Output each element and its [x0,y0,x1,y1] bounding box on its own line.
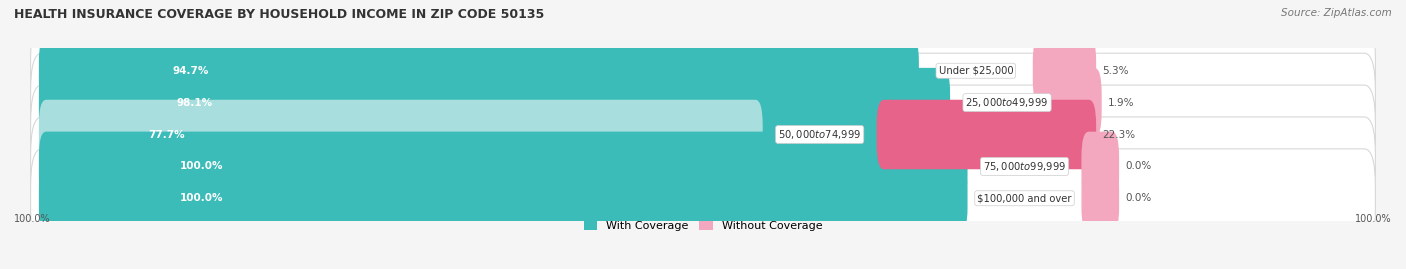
Text: 0.0%: 0.0% [1126,193,1152,203]
FancyBboxPatch shape [1033,36,1097,105]
Text: 0.0%: 0.0% [1126,161,1152,171]
Text: $50,000 to $74,999: $50,000 to $74,999 [778,128,862,141]
FancyBboxPatch shape [39,132,967,201]
Text: HEALTH INSURANCE COVERAGE BY HOUSEHOLD INCOME IN ZIP CODE 50135: HEALTH INSURANCE COVERAGE BY HOUSEHOLD I… [14,8,544,21]
FancyBboxPatch shape [1081,164,1119,233]
FancyBboxPatch shape [39,68,950,137]
FancyBboxPatch shape [31,149,1375,248]
FancyBboxPatch shape [1064,68,1102,137]
FancyBboxPatch shape [876,100,1097,169]
Text: 5.3%: 5.3% [1102,66,1129,76]
FancyBboxPatch shape [31,117,1375,216]
Text: Source: ZipAtlas.com: Source: ZipAtlas.com [1281,8,1392,18]
FancyBboxPatch shape [31,21,1375,120]
FancyBboxPatch shape [39,100,762,169]
Text: 100.0%: 100.0% [180,193,224,203]
Text: 77.7%: 77.7% [149,129,186,140]
Text: 100.0%: 100.0% [14,214,51,224]
Text: 100.0%: 100.0% [180,161,224,171]
FancyBboxPatch shape [39,36,920,105]
Text: Under $25,000: Under $25,000 [939,66,1014,76]
Text: 22.3%: 22.3% [1102,129,1136,140]
Text: $100,000 and over: $100,000 and over [977,193,1071,203]
Text: 98.1%: 98.1% [177,98,212,108]
Legend: With Coverage, Without Coverage: With Coverage, Without Coverage [579,216,827,236]
Text: 100.0%: 100.0% [1355,214,1392,224]
Text: $25,000 to $49,999: $25,000 to $49,999 [966,96,1049,109]
FancyBboxPatch shape [39,164,967,233]
FancyBboxPatch shape [31,53,1375,152]
FancyBboxPatch shape [31,85,1375,184]
Text: 1.9%: 1.9% [1108,98,1135,108]
FancyBboxPatch shape [1081,132,1119,201]
Text: 94.7%: 94.7% [172,66,208,76]
Text: $75,000 to $99,999: $75,000 to $99,999 [983,160,1066,173]
